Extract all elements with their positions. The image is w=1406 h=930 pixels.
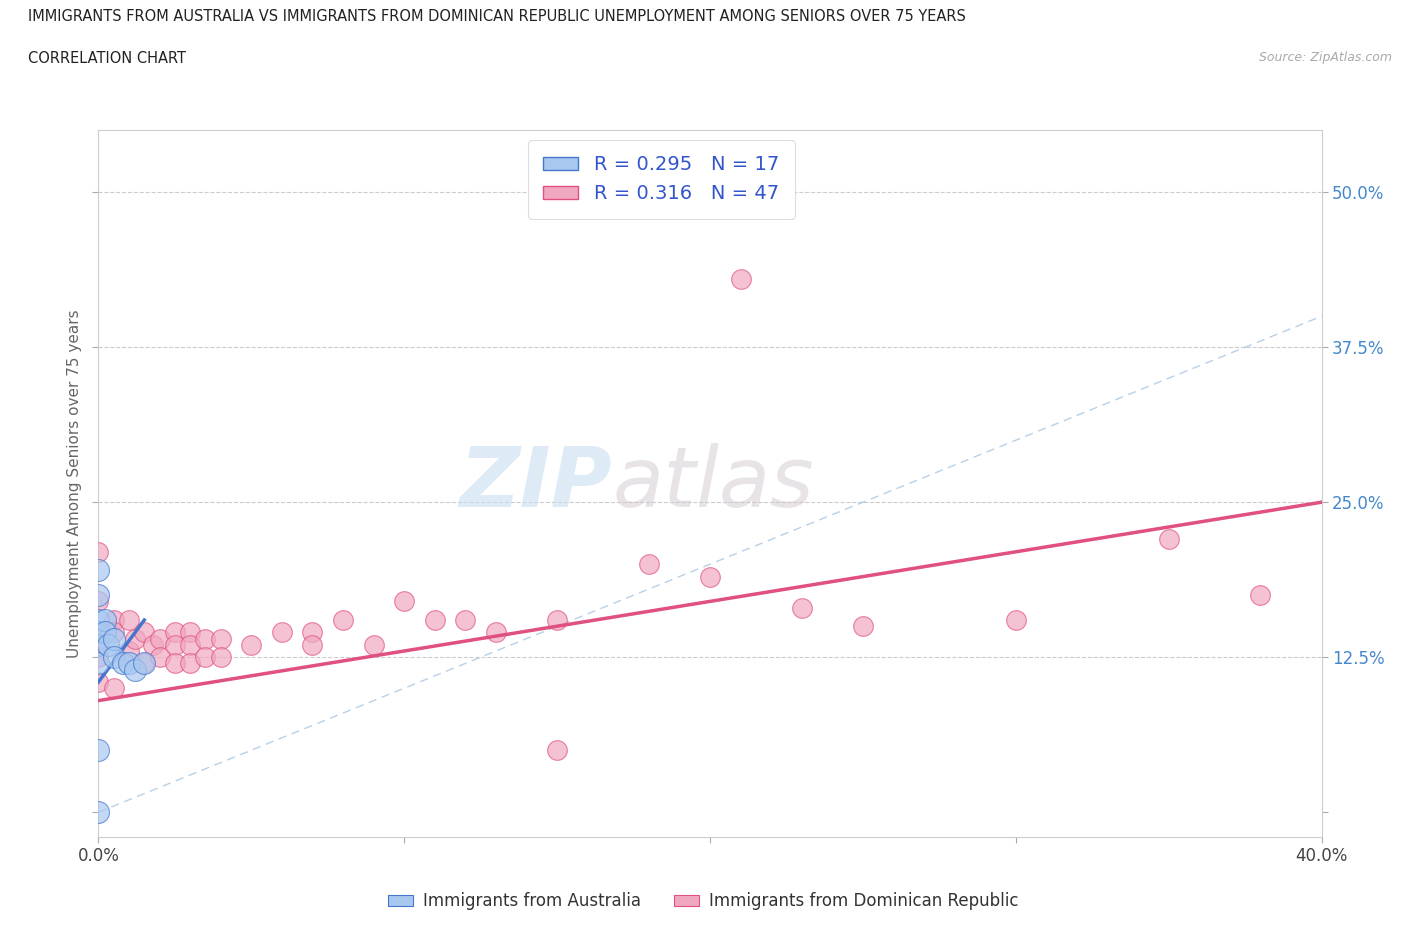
Point <box>485 625 508 640</box>
Point <box>546 743 568 758</box>
Point <box>699 569 721 584</box>
Point <box>87 674 110 689</box>
Point <box>852 618 875 633</box>
Point <box>103 681 125 696</box>
Text: Source: ZipAtlas.com: Source: ZipAtlas.com <box>1258 51 1392 64</box>
Point <box>270 625 292 640</box>
Point <box>163 637 186 652</box>
Point <box>142 637 165 652</box>
Point <box>134 656 156 671</box>
Point <box>87 656 110 671</box>
Point <box>118 644 141 658</box>
Point <box>163 625 186 640</box>
Point <box>93 625 115 640</box>
Point <box>103 650 125 665</box>
Point <box>179 656 201 671</box>
Point <box>1004 613 1026 628</box>
Point <box>423 613 446 628</box>
Point <box>149 650 172 665</box>
Point <box>87 804 110 819</box>
Point <box>209 631 232 646</box>
Point <box>118 656 141 671</box>
Legend: Immigrants from Australia, Immigrants from Dominican Republic: Immigrants from Australia, Immigrants fr… <box>381 885 1025 917</box>
Point <box>87 544 110 559</box>
Point <box>87 625 110 640</box>
Point <box>87 637 110 652</box>
Text: CORRELATION CHART: CORRELATION CHART <box>28 51 186 66</box>
Legend: R = 0.295   N = 17, R = 0.316   N = 47: R = 0.295 N = 17, R = 0.316 N = 47 <box>527 140 794 219</box>
Point <box>1249 588 1271 603</box>
Point <box>103 631 125 646</box>
Point <box>163 656 186 671</box>
Point <box>124 662 146 677</box>
Point <box>87 563 110 578</box>
Point <box>103 613 125 628</box>
Point <box>87 613 110 628</box>
Point <box>93 613 115 628</box>
Point <box>637 557 661 572</box>
Point <box>194 650 217 665</box>
Point <box>87 637 110 652</box>
Point <box>301 637 323 652</box>
Point <box>134 656 156 671</box>
Point <box>87 743 110 758</box>
Point <box>87 594 110 609</box>
Point <box>179 625 201 640</box>
Point <box>111 656 134 671</box>
Point <box>730 272 752 286</box>
Text: IMMIGRANTS FROM AUSTRALIA VS IMMIGRANTS FROM DOMINICAN REPUBLIC UNEMPLOYMENT AMO: IMMIGRANTS FROM AUSTRALIA VS IMMIGRANTS … <box>28 9 966 24</box>
Point <box>134 625 156 640</box>
Point <box>87 625 110 640</box>
Point <box>332 613 354 628</box>
Point <box>118 613 141 628</box>
Point <box>1157 532 1180 547</box>
Y-axis label: Unemployment Among Seniors over 75 years: Unemployment Among Seniors over 75 years <box>66 310 82 658</box>
Point <box>240 637 263 652</box>
Point <box>790 600 813 615</box>
Point <box>301 625 323 640</box>
Point <box>546 613 568 628</box>
Text: ZIP: ZIP <box>460 443 612 525</box>
Point <box>194 631 217 646</box>
Point <box>454 613 477 628</box>
Point <box>124 631 146 646</box>
Point <box>97 637 120 652</box>
Point <box>103 625 125 640</box>
Point <box>363 637 385 652</box>
Point <box>209 650 232 665</box>
Point <box>179 637 201 652</box>
Point <box>87 588 110 603</box>
Text: atlas: atlas <box>612 443 814 525</box>
Point <box>392 594 416 609</box>
Point <box>87 650 110 665</box>
Point <box>149 631 172 646</box>
